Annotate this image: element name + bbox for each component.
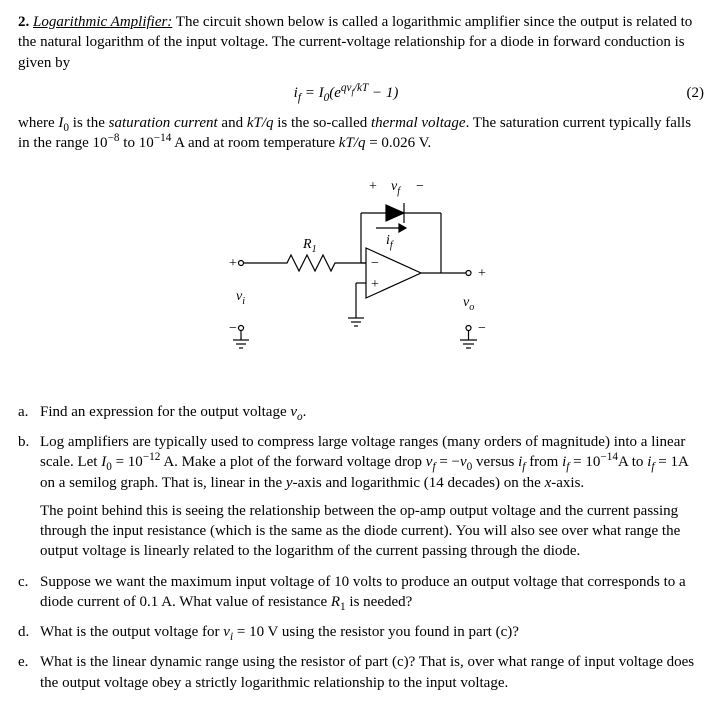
problem-number: 2. bbox=[18, 14, 29, 30]
part-e-text: What is the linear dynamic range using t… bbox=[40, 652, 704, 693]
part-b: b. Log amplifiers are typically used to … bbox=[18, 432, 704, 562]
vi-minus-label: − bbox=[229, 321, 237, 336]
vf-minus-label: − bbox=[416, 179, 424, 194]
vo-plus-label: + bbox=[478, 266, 486, 281]
svg-text:vf: vf bbox=[391, 179, 401, 197]
part-b-text: Log amplifiers are typically used to com… bbox=[40, 432, 704, 562]
part-a: a. Find an expression for the output vol… bbox=[18, 402, 704, 422]
vo-sub-label: o bbox=[469, 302, 474, 313]
svg-text:vi: vi bbox=[236, 289, 245, 307]
part-a-label: a. bbox=[18, 402, 40, 422]
part-d-label: d. bbox=[18, 622, 40, 642]
vf-plus-label: + bbox=[369, 179, 377, 194]
equation-row: if = I0(eqvf/kT − 1) (2) bbox=[18, 83, 704, 103]
circuit-svg: + vf − if R1 + vi − + vo − − + bbox=[211, 168, 511, 378]
part-c: c. Suppose we want the maximum input vol… bbox=[18, 572, 704, 613]
problem-intro: 2. Logarithmic Amplifier: The circuit sh… bbox=[18, 12, 704, 73]
equation-number: (2) bbox=[674, 83, 704, 103]
part-c-label: c. bbox=[18, 572, 40, 613]
part-d: d. What is the output voltage for vi = 1… bbox=[18, 622, 704, 642]
part-c-text: Suppose we want the maximum input voltag… bbox=[40, 572, 704, 613]
opamp-minus-label: − bbox=[371, 256, 379, 271]
part-b-p1: Log amplifiers are typically used to com… bbox=[40, 432, 704, 493]
svg-text:if: if bbox=[386, 233, 394, 251]
opamp-plus-label: + bbox=[371, 277, 379, 292]
r1-label: R bbox=[302, 237, 312, 252]
part-e: e. What is the linear dynamic range usin… bbox=[18, 652, 704, 693]
intro-text-b: where I0 is the saturation current and k… bbox=[18, 113, 704, 154]
parts-list: a. Find an expression for the output vol… bbox=[18, 402, 704, 693]
vi-sub-label: i bbox=[242, 296, 245, 307]
svg-text:vo: vo bbox=[463, 295, 474, 313]
equation: if = I0(eqvf/kT − 1) bbox=[18, 83, 674, 103]
part-e-label: e. bbox=[18, 652, 40, 693]
vf-sub-label: f bbox=[397, 186, 401, 197]
part-a-text: Find an expression for the output voltag… bbox=[40, 402, 704, 422]
part-b-p2: The point behind this is seeing the rela… bbox=[40, 501, 704, 562]
svg-text:R1: R1 bbox=[302, 237, 317, 255]
r1-sub-label: 1 bbox=[312, 244, 317, 255]
vi-plus-label: + bbox=[229, 256, 237, 271]
part-b-label: b. bbox=[18, 432, 40, 562]
vo-minus-label: − bbox=[478, 321, 486, 336]
part-d-text: What is the output voltage for vi = 10 V… bbox=[40, 622, 704, 642]
if-sub-label: f bbox=[390, 240, 394, 251]
problem-title: Logarithmic Amplifier: bbox=[33, 14, 172, 30]
circuit-diagram: + vf − if R1 + vi − + vo − − + bbox=[18, 168, 704, 384]
